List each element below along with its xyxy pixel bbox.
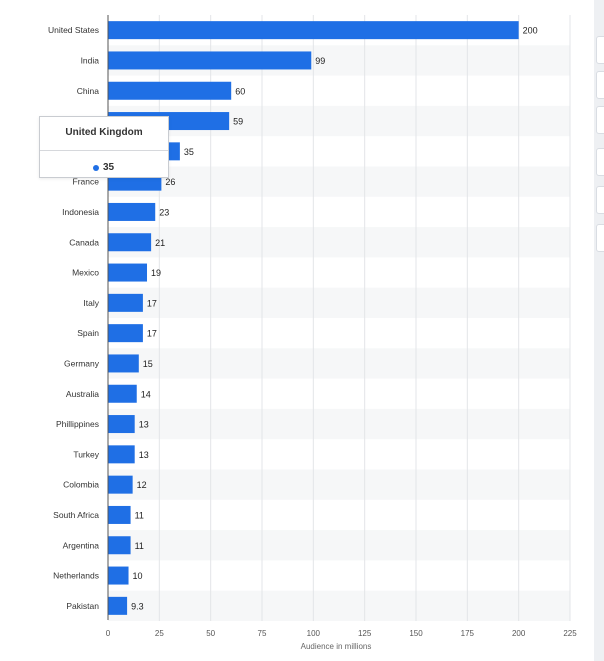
tooltip-value: 35 (103, 162, 115, 173)
bar-value-label: 17 (147, 329, 157, 339)
category-label: Indonesia (62, 207, 99, 217)
category-label: France (73, 177, 100, 187)
bar-value-label: 12 (137, 480, 147, 490)
category-labels: United StatesIndiaChinaUnited KingdomBra… (39, 25, 100, 611)
bar-value-label: 99 (315, 56, 325, 66)
category-label: Spain (77, 328, 99, 338)
category-label: Colombia (63, 480, 99, 490)
category-label: Mexico (72, 268, 99, 278)
x-tick-label: 225 (563, 629, 577, 638)
bar-value-label: 200 (523, 26, 538, 36)
x-tick-label: 100 (307, 629, 321, 638)
bar-value-label: 11 (135, 541, 144, 551)
side-toolbar-button[interactable] (596, 36, 604, 64)
tooltip-divider (40, 150, 168, 151)
bar[interactable] (108, 354, 139, 373)
tooltip-title: United Kingdom (65, 127, 143, 138)
bar-value-label: 60 (235, 86, 245, 96)
bar-value-label: 13 (139, 450, 149, 460)
bar[interactable] (108, 505, 131, 524)
row-stripe (108, 590, 570, 621)
bar-value-label: 59 (233, 117, 243, 127)
value-labels: 200 99 60 59 35 26 23 21 19 17 17 15 14 13 13 12 11 11 10 9… (131, 26, 538, 612)
bar-value-label: 35 (184, 147, 194, 157)
bar[interactable] (108, 596, 128, 615)
category-label: South Africa (53, 510, 99, 520)
bar[interactable] (108, 415, 135, 434)
bar[interactable] (108, 233, 152, 252)
x-tick-label: 0 (106, 629, 111, 638)
row-stripe (108, 469, 570, 500)
bar-value-label: 13 (139, 420, 149, 430)
x-tick-label: 125 (358, 629, 372, 638)
x-tick-label: 75 (258, 629, 267, 638)
x-tick-label: 200 (512, 629, 526, 638)
tooltip-series-marker (93, 165, 99, 171)
category-label: Canada (69, 237, 99, 247)
x-tick-label: 25 (155, 629, 164, 638)
category-label: United States (48, 25, 99, 35)
bar-value-label: 11 (135, 510, 144, 520)
bar-value-label: 9.3 (131, 601, 144, 611)
side-toolbar-button[interactable] (596, 148, 604, 176)
bar[interactable] (108, 445, 135, 464)
bar[interactable] (108, 293, 143, 312)
bar-value-label: 23 (159, 207, 169, 217)
side-toolbar-button[interactable] (596, 186, 604, 214)
bar[interactable] (108, 384, 137, 403)
side-toolbar-button[interactable] (596, 106, 604, 134)
gridlines (158, 15, 571, 621)
category-label: Italy (83, 298, 99, 308)
category-label: China (77, 86, 99, 96)
side-toolbar-button[interactable] (596, 71, 604, 99)
bar[interactable] (108, 202, 156, 221)
side-toolbar (594, 0, 604, 661)
category-label: Germany (64, 358, 100, 368)
bar-value-label: 10 (133, 571, 143, 581)
x-axis-ticks: 0 25 50 75 100 125 150 175 200 225 (106, 629, 577, 638)
row-stripe (108, 530, 570, 561)
row-stripe (108, 287, 570, 318)
chart-tooltip: United Kingdom 35 (39, 116, 169, 178)
row-stripe (108, 408, 570, 440)
bar-value-label: 19 (151, 268, 161, 278)
x-tick-label: 50 (206, 629, 215, 638)
category-label: Phillippines (56, 419, 99, 429)
bar[interactable] (108, 566, 129, 585)
row-stripe (108, 227, 570, 258)
bar-value-label: 26 (165, 177, 175, 187)
bar[interactable] (108, 51, 312, 70)
category-label: Argentina (63, 540, 100, 550)
bar[interactable] (108, 536, 131, 555)
category-label: Netherlands (53, 571, 99, 581)
bar[interactable] (108, 324, 143, 343)
category-label: Turkey (73, 449, 99, 459)
category-label: Australia (66, 389, 99, 399)
side-toolbar-button[interactable] (596, 224, 604, 252)
bar[interactable] (108, 81, 232, 100)
bar-value-label: 15 (143, 359, 153, 369)
category-label: India (81, 55, 100, 65)
x-tick-label: 150 (409, 629, 423, 638)
x-tick-label: 175 (461, 629, 475, 638)
bar-value-label: 17 (147, 298, 157, 308)
bar[interactable] (108, 263, 148, 282)
bar-value-label: 14 (141, 389, 151, 399)
row-stripes (108, 45, 570, 621)
category-label: Pakistan (66, 601, 99, 611)
bar-value-label: 21 (155, 238, 165, 248)
row-stripe (108, 348, 570, 379)
bar[interactable] (108, 475, 133, 494)
row-stripe (108, 166, 570, 197)
x-axis-title: Audience in millions (301, 642, 372, 651)
bar[interactable] (108, 21, 519, 40)
